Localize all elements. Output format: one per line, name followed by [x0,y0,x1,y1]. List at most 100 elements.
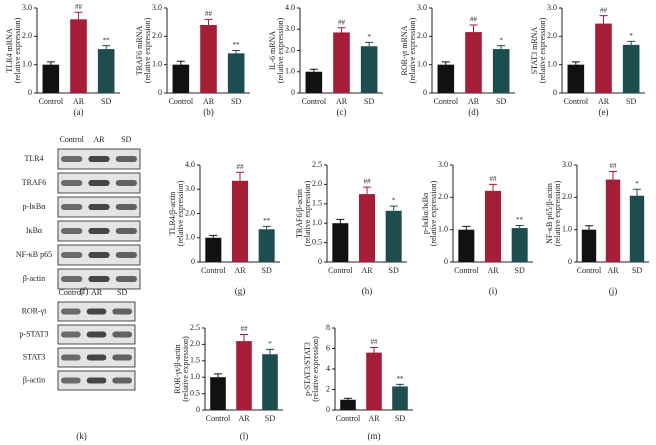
error-bar [515,224,524,229]
y-tick-label: 3.0 [438,160,448,169]
y-tick-label: 1.0 [562,224,572,233]
y-axis-label-sub: (relative expression) [276,17,285,83]
y-tick-label: 4 [326,364,330,373]
error-bar [46,61,55,65]
blot-row-label: p-STAT3 [19,329,48,338]
significance: ## [338,18,346,26]
x-tick-label: SD [632,266,642,275]
blot-band [61,180,83,186]
bar [567,64,585,93]
y-tick-label: 0 [568,257,572,266]
bar [258,229,275,262]
y-axis-label-sub: (relative expression) [303,180,312,246]
y-axis-label-sub: (relative expression) [408,17,417,83]
error-bar [627,40,636,45]
y-tick-label: 3.0 [417,3,427,12]
error-bar [262,225,271,230]
error-bar [571,61,580,65]
significance: ## [490,175,498,183]
error-bar [309,68,318,72]
panel-caption: (b) [203,107,214,117]
blot-band [61,331,81,338]
panel-caption: (i) [489,286,498,296]
x-tick-label: SD [231,97,241,106]
error-bar [102,45,111,50]
bar [605,179,621,262]
bar [629,195,645,262]
x-tick-label: AR [234,266,246,275]
bar [97,49,115,93]
significance: ** [397,375,405,383]
bar [385,210,402,262]
bar [200,25,217,93]
bar [70,19,87,93]
y-tick-label: 1.0 [417,59,427,68]
panel-caption: (c) [337,107,347,117]
significance: ## [600,6,608,14]
panel-caption: (g) [235,286,246,296]
significance: ** [233,41,241,49]
x-tick-label: Control [39,97,64,106]
y-tick-label: 2.0 [562,192,572,201]
blot-band [115,180,137,186]
error-bar [497,45,506,50]
y-tick-label: 1.0 [185,233,195,242]
x-tick-label: Control [169,97,194,106]
y-tick-label: 0 [326,405,330,414]
error-bar [240,334,248,342]
panel-caption: (l) [240,431,249,441]
y-tick-label: 2.5 [190,323,200,332]
bar [210,377,226,410]
significance: * [268,340,272,348]
blot-row-label: STAT3 [23,352,45,361]
bar [42,64,60,93]
y-tick-label: 2.0 [547,31,557,40]
x-tick-label: SD [101,97,111,106]
x-tick-label: Control [577,266,602,275]
error-bar [469,24,478,33]
x-tick-label: SD [364,97,374,106]
y-tick-label: 0 [423,88,427,97]
x-tick-label: AR [468,97,480,106]
y-tick-label: 0 [191,257,195,266]
blot-band [115,276,137,282]
y-tick-label: 2.0 [185,208,195,217]
y-tick-label: 4.0 [285,3,295,12]
bar [332,223,349,262]
blot-band [86,377,107,384]
blot-band [115,156,137,162]
bar [172,64,190,93]
x-tick-label: Control [564,97,589,106]
y-axis-label: TLR4 mRNA [5,28,14,72]
significance: ** [103,36,111,44]
error-bar [585,225,593,230]
bar [262,354,278,410]
bar [622,44,640,93]
x-tick-label: SD [496,97,506,106]
blot-row-label: TRAF6 [22,178,46,187]
y-axis-label: TRAF6 mRNA [135,25,144,75]
error-bar [266,348,274,355]
blot-band [88,276,110,282]
panel-caption: (j) [609,286,618,296]
y-tick-label: 4.0 [185,160,195,169]
significance: * [629,32,633,40]
y-tick-label: 3.0 [152,3,162,12]
x-tick-label: SD [395,414,405,423]
blot-band [86,331,107,338]
lane-label: AR [93,135,105,144]
y-tick-label: 0 [28,88,32,97]
blot-band [86,308,107,315]
bar [205,237,222,262]
bar [485,190,501,262]
y-axis-label-sub: (relative expression) [13,17,22,83]
y-tick-label: 2.0 [190,339,200,348]
blot-row-label: β-actin [23,375,45,384]
panel-caption: (m) [368,431,381,441]
blot-row-label: p-IκBα [23,202,47,211]
y-tick-label: 1.0 [438,224,448,233]
error-bar [214,373,222,378]
y-tick-label: 0 [553,88,557,97]
x-tick-label: AR [73,97,85,106]
